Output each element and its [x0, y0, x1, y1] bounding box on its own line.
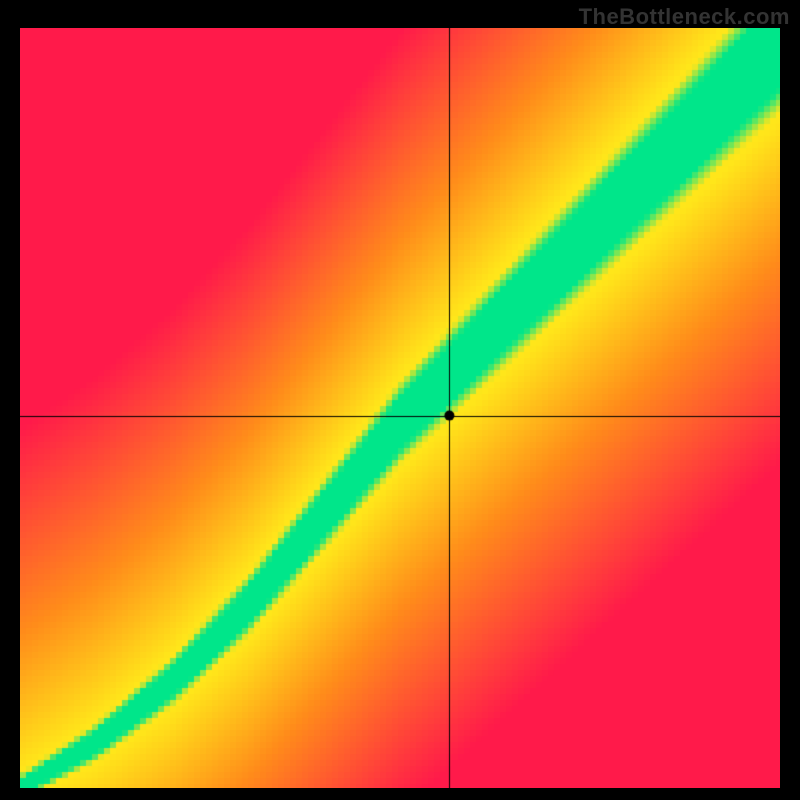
- chart-container: TheBottleneck.com: [0, 0, 800, 800]
- watermark-text: TheBottleneck.com: [579, 4, 790, 30]
- heatmap-canvas-wrap: [20, 28, 780, 788]
- heatmap-canvas: [20, 28, 780, 788]
